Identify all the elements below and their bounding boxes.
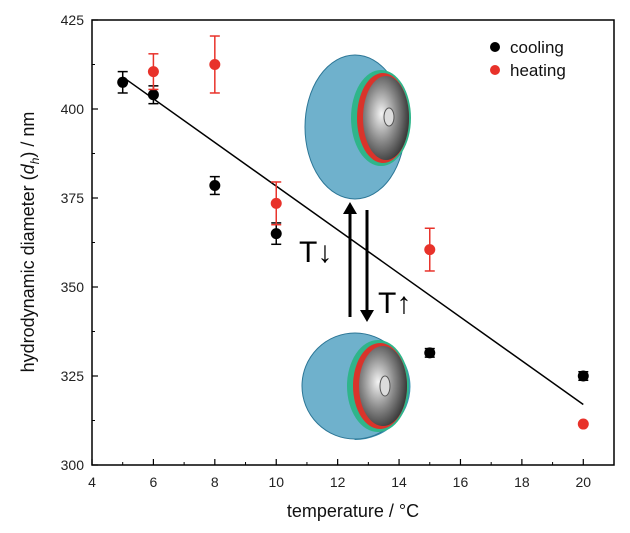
cooling-arrow	[343, 202, 357, 317]
x-tick-label: 18	[514, 474, 530, 490]
heating-arrow	[360, 210, 374, 322]
linear-fit-line	[122, 76, 584, 406]
x-tick-label: 16	[453, 474, 469, 490]
x-tick-label: 12	[330, 474, 346, 490]
cooling-data-point	[147, 89, 159, 101]
y-tick-label: 325	[61, 368, 85, 384]
y-axis-title-suffix: ) / nm	[18, 112, 38, 158]
x-tick-label: 20	[576, 474, 592, 490]
y-axis-title-subscript: h	[28, 157, 42, 164]
x-axis-ticks: 4 6 8 10 12 14 16 18 20	[88, 459, 591, 490]
x-tick-label: 6	[150, 474, 158, 490]
heating-data-point	[147, 66, 159, 78]
y-axis-title-symbol: d	[18, 163, 38, 174]
y-tick-label: 350	[61, 279, 85, 295]
x-axis-title: temperature / °C	[287, 501, 419, 521]
x-tick-label: 8	[211, 474, 219, 490]
legend: cooling heating	[490, 38, 566, 80]
heating-data-point	[209, 59, 221, 70]
y-tick-label: 300	[61, 457, 85, 473]
heating-data-point	[424, 244, 436, 256]
x-tick-label: 4	[88, 474, 96, 490]
x-tick-label: 10	[268, 474, 284, 490]
data-points	[117, 35, 589, 430]
y-axis-title-prefix: hydrodynamic diameter (	[18, 174, 38, 372]
legend-marker-cooling	[490, 42, 500, 52]
cooling-data-point	[209, 180, 221, 192]
cooling-data-point	[424, 347, 436, 359]
cooling-data-point	[117, 76, 129, 88]
y-tick-label: 425	[61, 12, 85, 28]
heating-arrow-label: T↑	[378, 287, 411, 320]
legend-label-heating: heating	[510, 61, 566, 80]
y-axis-title: hydrodynamic diameter (dh) / nm	[18, 112, 42, 373]
heating-data-point	[270, 197, 282, 209]
cooling-data-point	[577, 370, 589, 382]
y-tick-label: 400	[61, 101, 85, 117]
small-particle-illustration	[301, 332, 411, 440]
legend-marker-heating	[490, 65, 500, 75]
legend-label-cooling: cooling	[510, 38, 564, 57]
heating-data-point	[577, 418, 589, 430]
cooling-data-point	[270, 228, 282, 240]
y-axis-ticks: 300 325 350 375 400 425	[61, 12, 98, 473]
y-tick-label: 375	[61, 190, 85, 206]
large-particle-illustration	[304, 54, 411, 200]
x-tick-label: 14	[391, 474, 407, 490]
cooling-arrow-label: T↓	[299, 236, 332, 269]
